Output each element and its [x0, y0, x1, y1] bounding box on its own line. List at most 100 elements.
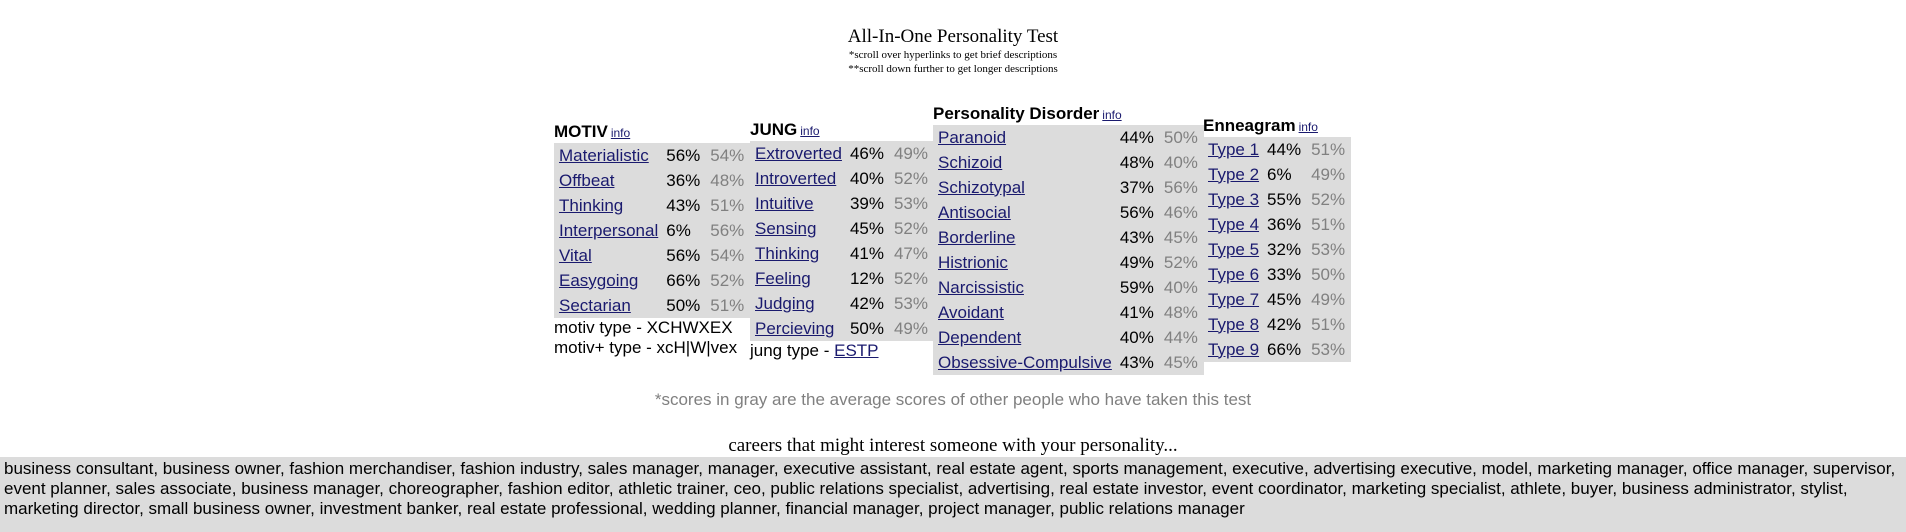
motiv-row: Offbeat 36% 48% [554, 168, 750, 193]
motiv-average-score: 51% [710, 195, 745, 215]
motiv-trait-cell: Materialistic [554, 143, 661, 168]
enneagram-trait-link[interactable]: Type 2 [1208, 164, 1260, 184]
personality-disorder-info-link[interactable]: info [1102, 108, 1122, 122]
pd-average-score: 56% [1163, 177, 1198, 197]
pd-score: 41% [1119, 302, 1154, 322]
jung-row: Judging 42% 53% [750, 291, 934, 316]
motiv-row: Materialistic 56% 54% [554, 143, 750, 168]
jung-average-score: 52% [893, 218, 928, 238]
enneagram-trait-link[interactable]: Type 7 [1208, 289, 1260, 309]
jung-trait-link[interactable]: Sensing [755, 218, 817, 238]
jung-trait-link[interactable]: Judging [755, 293, 815, 313]
jung-heading: JUNG info [750, 120, 934, 141]
motiv-score: 43% [666, 195, 701, 215]
enneagram-trait-cell: Type 3 [1203, 187, 1262, 212]
pd-row: Narcissistic 59% 40% [933, 275, 1204, 300]
jung-trait-link[interactable]: Percieving [755, 318, 835, 338]
enneagram-average-score: 49% [1311, 289, 1346, 309]
pd-row: Avoidant 41% 48% [933, 300, 1204, 325]
enneagram-trait-link[interactable]: Type 4 [1208, 214, 1260, 234]
jung-average-score: 52% [893, 268, 928, 288]
jung-trait-cell: Sensing [750, 216, 845, 241]
motiv-score: 66% [666, 270, 701, 290]
personality-disorder-section: Personality Disorder info Paranoid 44% 50% S… [933, 104, 1204, 375]
enneagram-row: Type 7 45% 49% [1203, 287, 1351, 312]
pd-trait-link[interactable]: Borderline [938, 227, 1016, 247]
enneagram-score: 44% [1267, 139, 1302, 159]
motiv-average-score: 54% [710, 145, 745, 165]
enneagram-trait-link[interactable]: Type 3 [1208, 189, 1260, 209]
motiv-trait-cell: Interpersonal [554, 218, 661, 243]
enneagram-row: Type 8 42% 51% [1203, 312, 1351, 337]
motiv-plus-type: motiv+ type - xcH|W|vex [554, 338, 738, 357]
jung-trait-link[interactable]: Feeling [755, 268, 811, 288]
jung-trait-link[interactable]: Extroverted [755, 143, 842, 163]
pd-trait-link[interactable]: Antisocial [938, 202, 1011, 222]
pd-trait-link[interactable]: Schizoid [938, 152, 1003, 172]
enneagram-average-score: 51% [1311, 214, 1346, 234]
enneagram-average-score: 53% [1311, 239, 1346, 259]
jung-trait-cell: Feeling [750, 266, 845, 291]
enneagram-trait-link[interactable]: Type 8 [1208, 314, 1260, 334]
pd-trait-link[interactable]: Schizotypal [938, 177, 1025, 197]
pd-trait-cell: Antisocial [933, 200, 1115, 225]
enneagram-heading: Enneagram info [1203, 116, 1351, 137]
jung-average-score: 53% [893, 193, 928, 213]
pd-score: 56% [1119, 202, 1154, 222]
enneagram-trait-cell: Type 5 [1203, 237, 1262, 262]
jung-trait-link[interactable]: Thinking [755, 243, 820, 263]
motiv-trait-link[interactable]: Thinking [559, 195, 624, 215]
enneagram-trait-link[interactable]: Type 5 [1208, 239, 1260, 259]
enneagram-trait-link[interactable]: Type 1 [1208, 139, 1260, 159]
enneagram-info-link[interactable]: info [1298, 120, 1318, 134]
enneagram-average-score: 52% [1311, 189, 1346, 209]
jung-score: 45% [849, 218, 884, 238]
enneagram-trait-link[interactable]: Type 6 [1208, 264, 1260, 284]
pd-average-score: 44% [1163, 327, 1198, 347]
enneagram-table: Type 1 44% 51% Type 2 6% 49% Type 3 55% 52% Type … [1203, 137, 1352, 362]
motiv-trait-link[interactable]: Interpersonal [559, 220, 659, 240]
enneagram-average-score: 49% [1311, 164, 1346, 184]
enneagram-section: Enneagram info Type 1 44% 51% Type 2 6% 49% Typ… [1203, 116, 1352, 362]
pd-trait-link[interactable]: Narcissistic [938, 277, 1024, 297]
motiv-trait-link[interactable]: Easygoing [559, 270, 639, 290]
motiv-section: MOTIV info Materialistic 56% 54% Offbeat 36% 4… [554, 122, 751, 358]
pd-trait-link[interactable]: Avoidant [938, 302, 1004, 322]
pd-trait-link[interactable]: Paranoid [938, 127, 1007, 147]
pd-score: 40% [1119, 327, 1154, 347]
motiv-trait-link[interactable]: Offbeat [559, 170, 615, 190]
jung-section: JUNG info Extroverted 46% 49% Introverted 40%… [750, 120, 934, 361]
pd-trait-link[interactable]: Obsessive-Compulsive [938, 352, 1112, 372]
pd-trait-link[interactable]: Dependent [938, 327, 1022, 347]
motiv-score: 36% [666, 170, 701, 190]
enneagram-trait-link[interactable]: Type 9 [1208, 339, 1260, 359]
scroll-note: **scroll down further to get longer desc… [848, 63, 1058, 75]
jung-table: Extroverted 46% 49% Introverted 40% 52% Intuit… [750, 141, 934, 341]
jung-row: Intuitive 39% 53% [750, 191, 934, 216]
careers-title: careers that might interest someone with… [728, 435, 1178, 456]
hover-note: *scroll over hyperlinks to get brief des… [848, 49, 1058, 61]
enneagram-trait-cell: Type 9 [1203, 337, 1262, 362]
jung-trait-link[interactable]: Introverted [755, 168, 837, 188]
enneagram-score: 6% [1267, 164, 1292, 184]
enneagram-score: 66% [1267, 339, 1302, 359]
motiv-trait-link[interactable]: Materialistic [559, 145, 649, 165]
motiv-trait-link[interactable]: Sectarian [559, 295, 631, 315]
pd-score: 37% [1119, 177, 1154, 197]
motiv-score: 6% [666, 220, 691, 240]
jung-trait-link[interactable]: Intuitive [755, 193, 814, 213]
jung-type-label: jung type - [750, 341, 835, 360]
motiv-info-link[interactable]: info [610, 126, 631, 140]
jung-average-score: 53% [893, 293, 928, 313]
motiv-score: 56% [666, 245, 701, 265]
jung-type-link[interactable]: ESTP [834, 341, 879, 360]
enneagram-score: 32% [1267, 239, 1302, 259]
enneagram-score: 45% [1267, 289, 1302, 309]
pd-trait-link[interactable]: Histrionic [938, 252, 1008, 272]
motiv-trait-link[interactable]: Vital [559, 245, 592, 265]
jung-score: 41% [849, 243, 884, 263]
pd-trait-cell: Schizoid [933, 150, 1115, 175]
jung-row: Thinking 41% 47% [750, 241, 934, 266]
jung-info-link[interactable]: info [800, 124, 820, 138]
jung-average-score: 47% [893, 243, 928, 263]
